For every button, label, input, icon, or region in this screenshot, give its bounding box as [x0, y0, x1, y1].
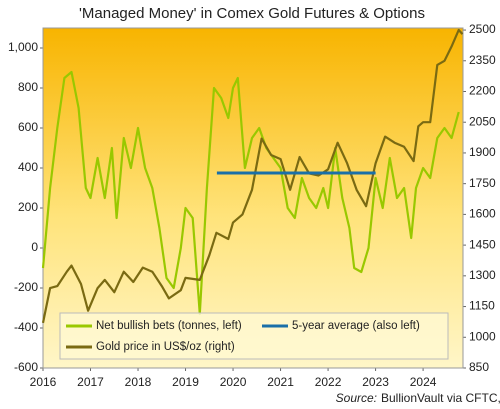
chart-title: 'Managed Money' in Comex Gold Futures & … — [79, 5, 425, 22]
y-tick-label: 600 — [18, 120, 38, 134]
legend-box — [59, 312, 449, 360]
plot-border — [42, 27, 464, 369]
x-tick-label: 2022 — [315, 375, 342, 389]
y2-tick-label: 2500 — [469, 22, 496, 36]
y2-tick-label: 1900 — [469, 145, 496, 159]
source-label: Source: — [336, 391, 377, 405]
y-tick-label: -400 — [14, 320, 38, 334]
y2-tick-label: 2350 — [469, 53, 496, 67]
series-line — [41, 70, 460, 316]
legend-label: Net bullish bets (tonnes, left) — [96, 320, 242, 332]
y-tick-label: 400 — [18, 160, 38, 174]
y2-tick-label: 2200 — [469, 84, 496, 98]
y-tick-label: 0 — [31, 240, 38, 254]
x-tick-label: 2018 — [125, 375, 152, 389]
y-tick-label: 800 — [18, 80, 38, 94]
y2-tick-label: 1000 — [469, 329, 496, 343]
x-tick-label: 2017 — [77, 375, 104, 389]
y2-tick-label: 1600 — [469, 207, 496, 221]
series-line — [41, 28, 464, 324]
legend-label: 5-year average (also left) — [292, 320, 420, 332]
y2-tick-label: 850 — [469, 360, 489, 374]
y-tick-label: -600 — [14, 360, 38, 374]
legend-label: Gold price in US$/oz (right) — [96, 341, 235, 353]
y2-tick-label: 1150 — [469, 299, 495, 313]
x-tick-label: 2016 — [30, 375, 57, 389]
y2-tick-label: 1750 — [469, 176, 496, 190]
y2-tick-label: 1450 — [469, 237, 496, 251]
y-tick-label: 200 — [18, 200, 38, 214]
x-tick-label: 2021 — [267, 375, 294, 389]
x-tick-label: 2020 — [220, 375, 247, 389]
y-tick-label: 1,000 — [8, 40, 38, 54]
plot-area — [43, 28, 463, 368]
source: BullionVault via CFTC, LBMA — [381, 391, 500, 405]
y2-tick-label: 2050 — [469, 114, 496, 128]
x-tick-label: 2019 — [172, 375, 199, 389]
x-tick-label: 2023 — [362, 375, 389, 389]
y2-tick-label: 1300 — [469, 268, 496, 282]
x-tick-label: 2024 — [410, 375, 437, 389]
y-tick-label: -200 — [14, 280, 38, 294]
